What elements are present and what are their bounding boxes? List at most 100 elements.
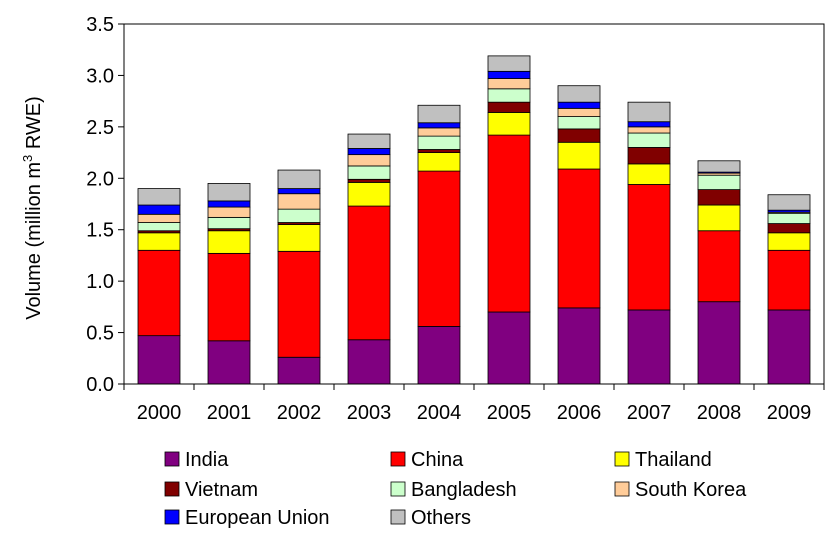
legend-swatch-vietnam (164, 481, 180, 497)
bar-segment-2007-thailand (627, 163, 671, 185)
bar-segment-2005-india (487, 311, 531, 385)
bar-segment-2003-south-korea (347, 154, 391, 167)
bar-segment-2006-india (557, 307, 601, 385)
legend-swatch-india (164, 451, 180, 467)
y-tick-label: 0.0 (86, 374, 114, 396)
bar-segment-2004-china (417, 170, 461, 327)
bar-segment-2000-bangladesh (137, 222, 181, 232)
x-tick-label: 2007 (627, 402, 672, 424)
legend-swatch-south-korea (614, 481, 630, 497)
bar-segment-2008-vietnam (697, 189, 741, 206)
legend-swatch-others (390, 509, 406, 525)
bar-segment-2007-india (627, 309, 671, 385)
bar-segment-2005-china (487, 134, 531, 313)
bar-segment-2003-bangladesh (347, 165, 391, 180)
x-tick-label: 2004 (417, 402, 462, 424)
bar-segment-2005-south-korea (487, 78, 531, 90)
bar-segment-2000-china (137, 249, 181, 337)
bar-segment-2000-india (137, 335, 181, 385)
legend-label: European Union (185, 507, 330, 529)
bar-segment-2002-thailand (277, 224, 321, 252)
bar-segment-2007-vietnam (627, 147, 671, 165)
bar-segment-2003-vietnam (347, 178, 391, 183)
bar-segment-2009-others (767, 194, 811, 211)
bar-segment-2005-others (487, 55, 531, 72)
bar-segment-2003-china (347, 205, 391, 341)
y-tick-label: 3.0 (86, 65, 114, 87)
bar-segment-2001-china (207, 252, 251, 342)
bar-segment-2001-thailand (207, 230, 251, 254)
x-tick-label: 2000 (137, 402, 182, 424)
legend-label: Others (411, 507, 471, 529)
bar-segment-2008-bangladesh (697, 174, 741, 190)
bar-segment-2003-european-union (347, 148, 391, 156)
bar-segment-2007-others (627, 101, 671, 123)
bar-segment-2008-india (697, 301, 741, 385)
bar-segment-2005-bangladesh (487, 88, 531, 103)
x-tick-label: 2001 (207, 402, 252, 424)
bar-segment-2009-india (767, 309, 811, 385)
bar-segment-2000-european-union (137, 204, 181, 215)
bar-segment-2009-thailand (767, 232, 811, 251)
bar-segment-2006-bangladesh (557, 116, 601, 130)
legend-swatch-china (390, 451, 406, 467)
bar-segment-2002-india (277, 356, 321, 385)
bar-segment-2001-others (207, 183, 251, 202)
bar-segment-2003-others (347, 133, 391, 149)
bar-segment-2006-vietnam (557, 128, 601, 143)
x-tick-label: 2009 (767, 402, 812, 424)
bar-segment-2001-india (207, 340, 251, 385)
y-tick-label: 2.0 (86, 168, 114, 190)
y-tick-label: 3.5 (86, 14, 114, 36)
bar-segment-2000-others (137, 188, 181, 206)
legend-swatch-thailand (614, 451, 630, 467)
bar-segment-2005-thailand (487, 112, 531, 136)
x-tick-label: 2005 (487, 402, 532, 424)
legend-swatch-bangladesh (390, 481, 406, 497)
bar-segment-2009-bangladesh (767, 212, 811, 224)
y-tick-label: 1.0 (86, 271, 114, 293)
bar-segment-2003-thailand (347, 181, 391, 207)
bar-segment-2002-china (277, 250, 321, 358)
legend-swatch-european-union (164, 509, 180, 525)
bar-segment-2004-south-korea (417, 127, 461, 137)
bar-segment-2007-bangladesh (627, 132, 671, 148)
bar-segment-2000-thailand (137, 232, 181, 251)
bar-segment-2004-others (417, 104, 461, 124)
bar-segment-2005-european-union (487, 70, 531, 79)
x-tick-label: 2006 (557, 402, 602, 424)
bar-segment-2002-south-korea (277, 193, 321, 210)
y-tick-label: 0.5 (86, 323, 114, 345)
legend-label: Vietnam (185, 479, 258, 501)
bar-segment-2004-thailand (417, 152, 461, 172)
bar-segment-2000-south-korea (137, 213, 181, 223)
bar-segment-2007-south-korea (627, 126, 671, 134)
bar-segment-2008-thailand (697, 204, 741, 232)
legend-label: China (411, 449, 464, 471)
bar-segment-2006-european-union (557, 101, 601, 109)
legend-label: India (185, 449, 229, 471)
bar-segment-2004-vietnam (417, 149, 461, 153)
y-axis-title: Volume (million m3 RWE) (20, 96, 45, 320)
bar-segment-2009-china (767, 249, 811, 311)
bar-segment-2002-european-union (277, 188, 321, 195)
x-tick-label: 2002 (277, 402, 322, 424)
bar-segment-2001-bangladesh (207, 216, 251, 230)
bars-layer (137, 55, 811, 385)
axes-layer: 0.0 0.5 1.0 1.5 2.0 2.5 3.0 3.5 2000 2001 2002 2003… (20, 14, 825, 424)
bar-segment-2001-south-korea (207, 206, 251, 218)
legend-label: Thailand (635, 449, 712, 471)
legend-label: Bangladesh (411, 479, 517, 501)
bar-segment-2009-vietnam (767, 223, 811, 234)
legend: India China Thailand Vietnam Bangladesh South… (164, 449, 747, 529)
y-tick-label: 1.5 (86, 220, 114, 242)
bar-segment-2001-european-union (207, 200, 251, 208)
bar-segment-2007-european-union (627, 121, 671, 128)
bar-segment-2007-china (627, 184, 671, 311)
bar-segment-2006-south-korea (557, 107, 601, 117)
x-tick-label: 2003 (347, 402, 392, 424)
bar-segment-2005-vietnam (487, 101, 531, 113)
bar-segment-2006-others (557, 85, 601, 103)
